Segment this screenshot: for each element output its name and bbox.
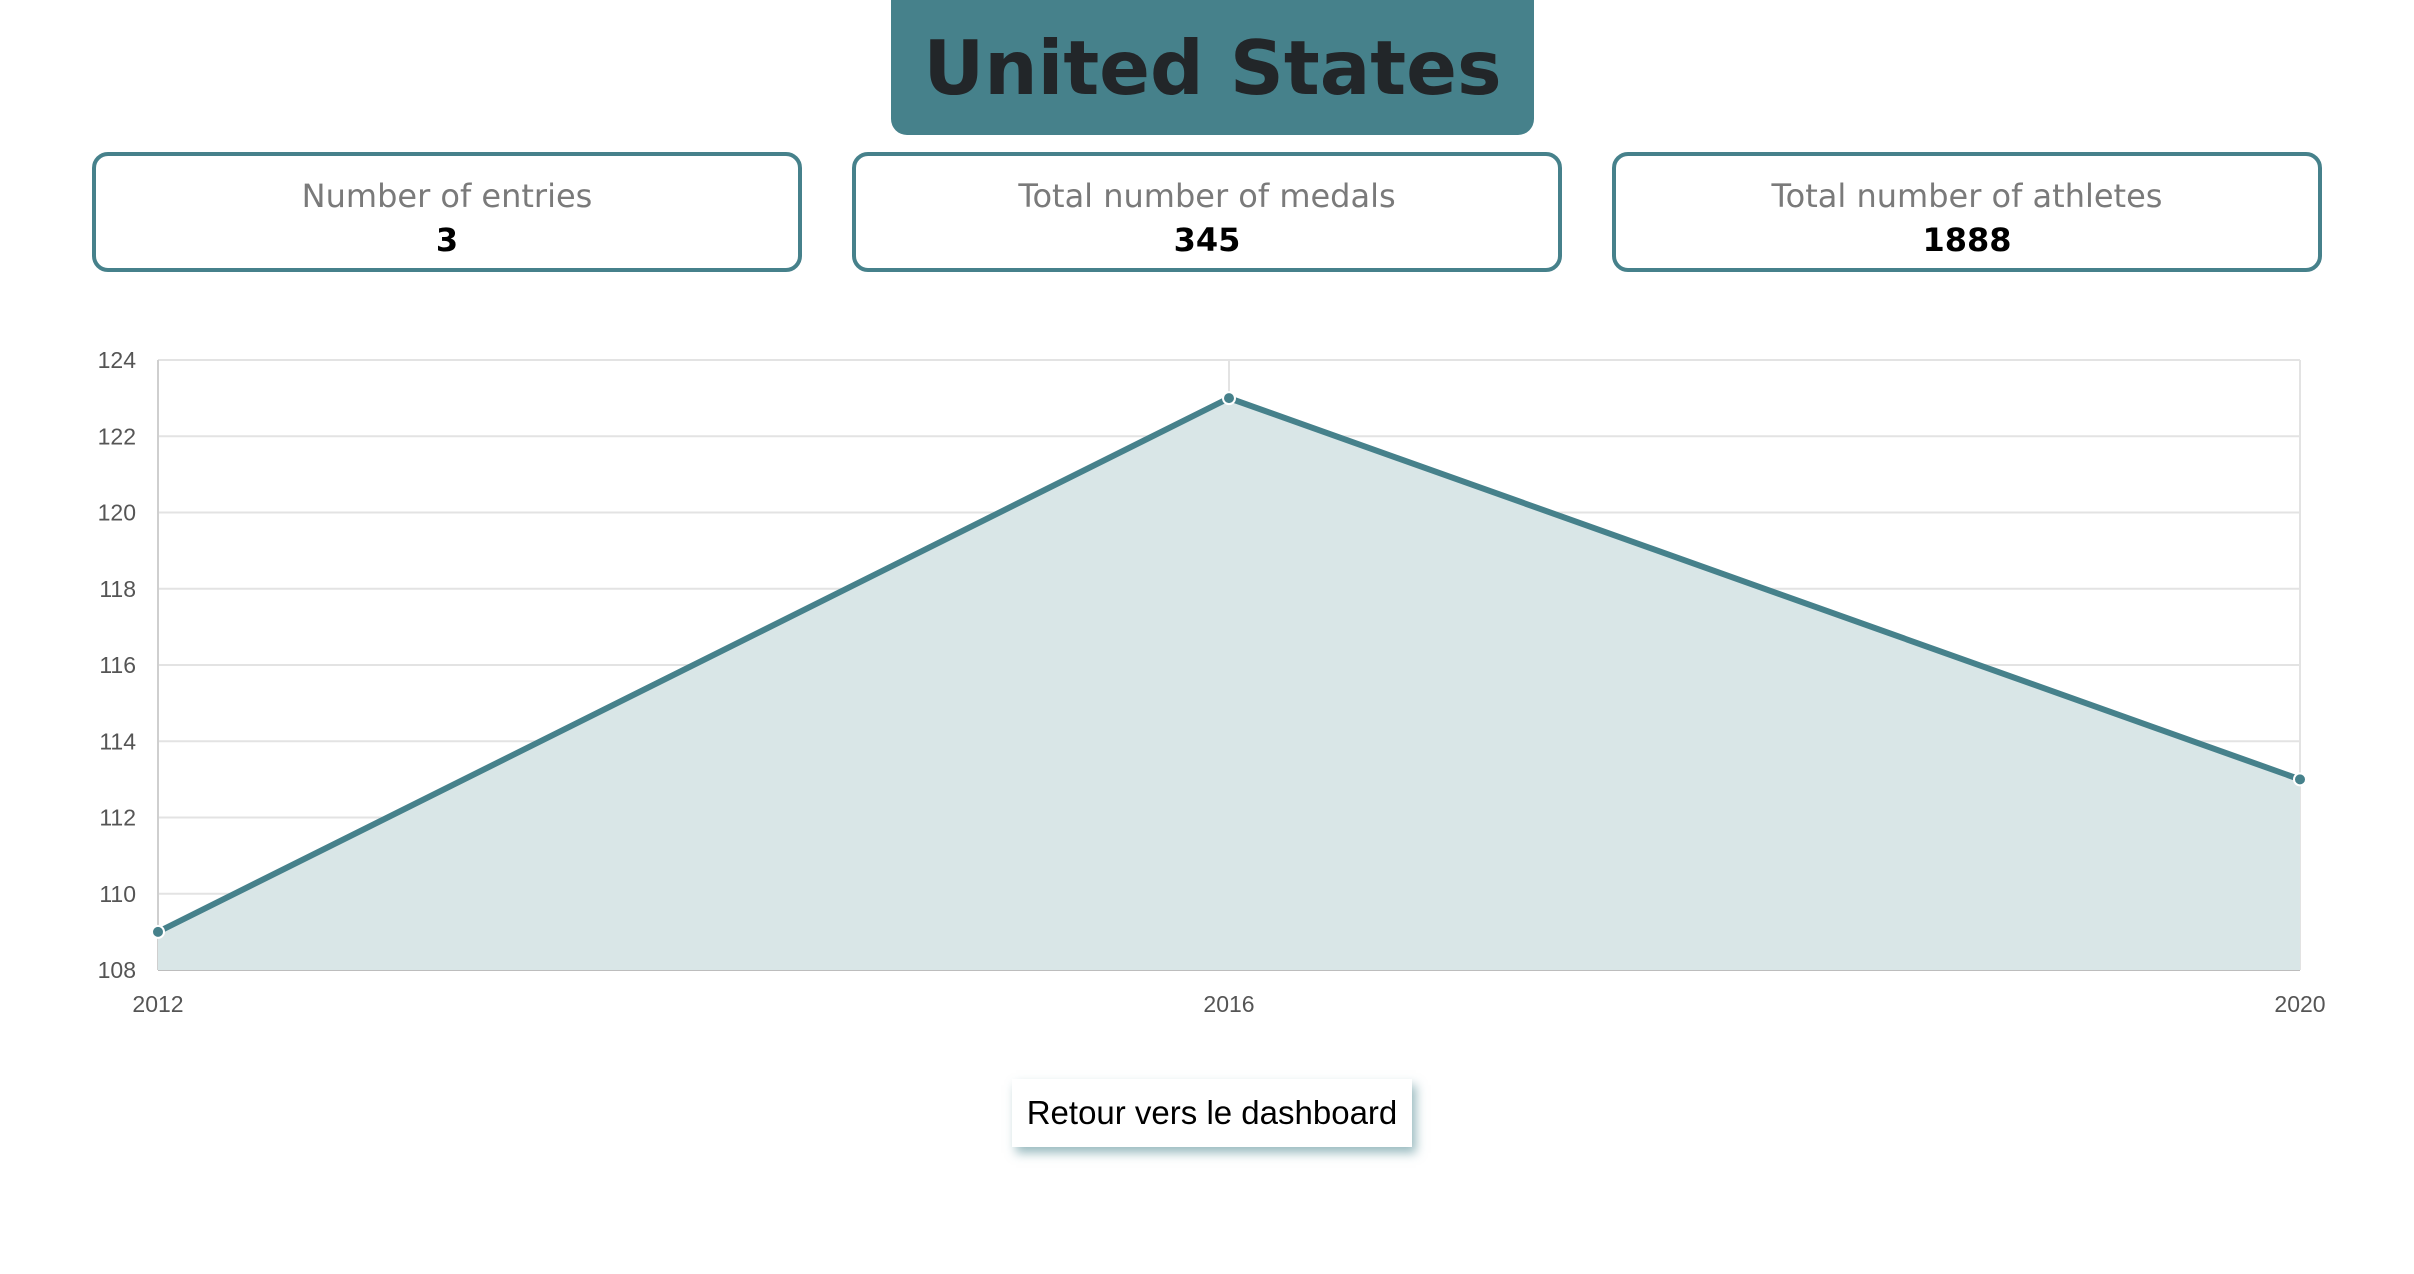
data-point <box>151 924 165 939</box>
medals-value: 345 <box>1173 221 1241 259</box>
entries-label: Number of entries <box>301 177 593 215</box>
y-tick-label: 110 <box>99 881 136 907</box>
country-title: United States <box>923 23 1502 112</box>
athletes-label: Total number of athletes <box>1771 177 2163 215</box>
y-tick-label: 118 <box>99 576 136 602</box>
y-tick-label: 108 <box>98 957 136 983</box>
y-tick-label: 124 <box>98 347 137 373</box>
x-tick-label: 2016 <box>1203 991 1254 1017</box>
back-to-dashboard-button[interactable]: Retour vers le dashboard <box>1012 1079 1412 1147</box>
y-tick-label: 114 <box>99 728 136 754</box>
x-tick-label: 2012 <box>132 991 183 1017</box>
medals-label: Total number of medals <box>1018 177 1396 215</box>
entries-value: 3 <box>435 221 459 259</box>
series-area-fill <box>158 398 2300 970</box>
athletes-card: Total number of athletes 1888 <box>1612 152 2322 272</box>
y-tick-label: 116 <box>99 652 136 678</box>
data-point <box>1222 391 1236 406</box>
y-tick-label: 112 <box>99 805 136 831</box>
medals-card: Total number of medals 345 <box>852 152 1562 272</box>
country-title-banner: United States <box>891 0 1534 135</box>
x-tick-label: 2020 <box>2274 991 2325 1017</box>
athletes-value: 1888 <box>1922 221 2012 259</box>
data-point <box>2293 772 2307 787</box>
entries-card: Number of entries 3 <box>92 152 802 272</box>
y-tick-label: 120 <box>98 500 136 526</box>
y-tick-label: 122 <box>98 423 136 449</box>
